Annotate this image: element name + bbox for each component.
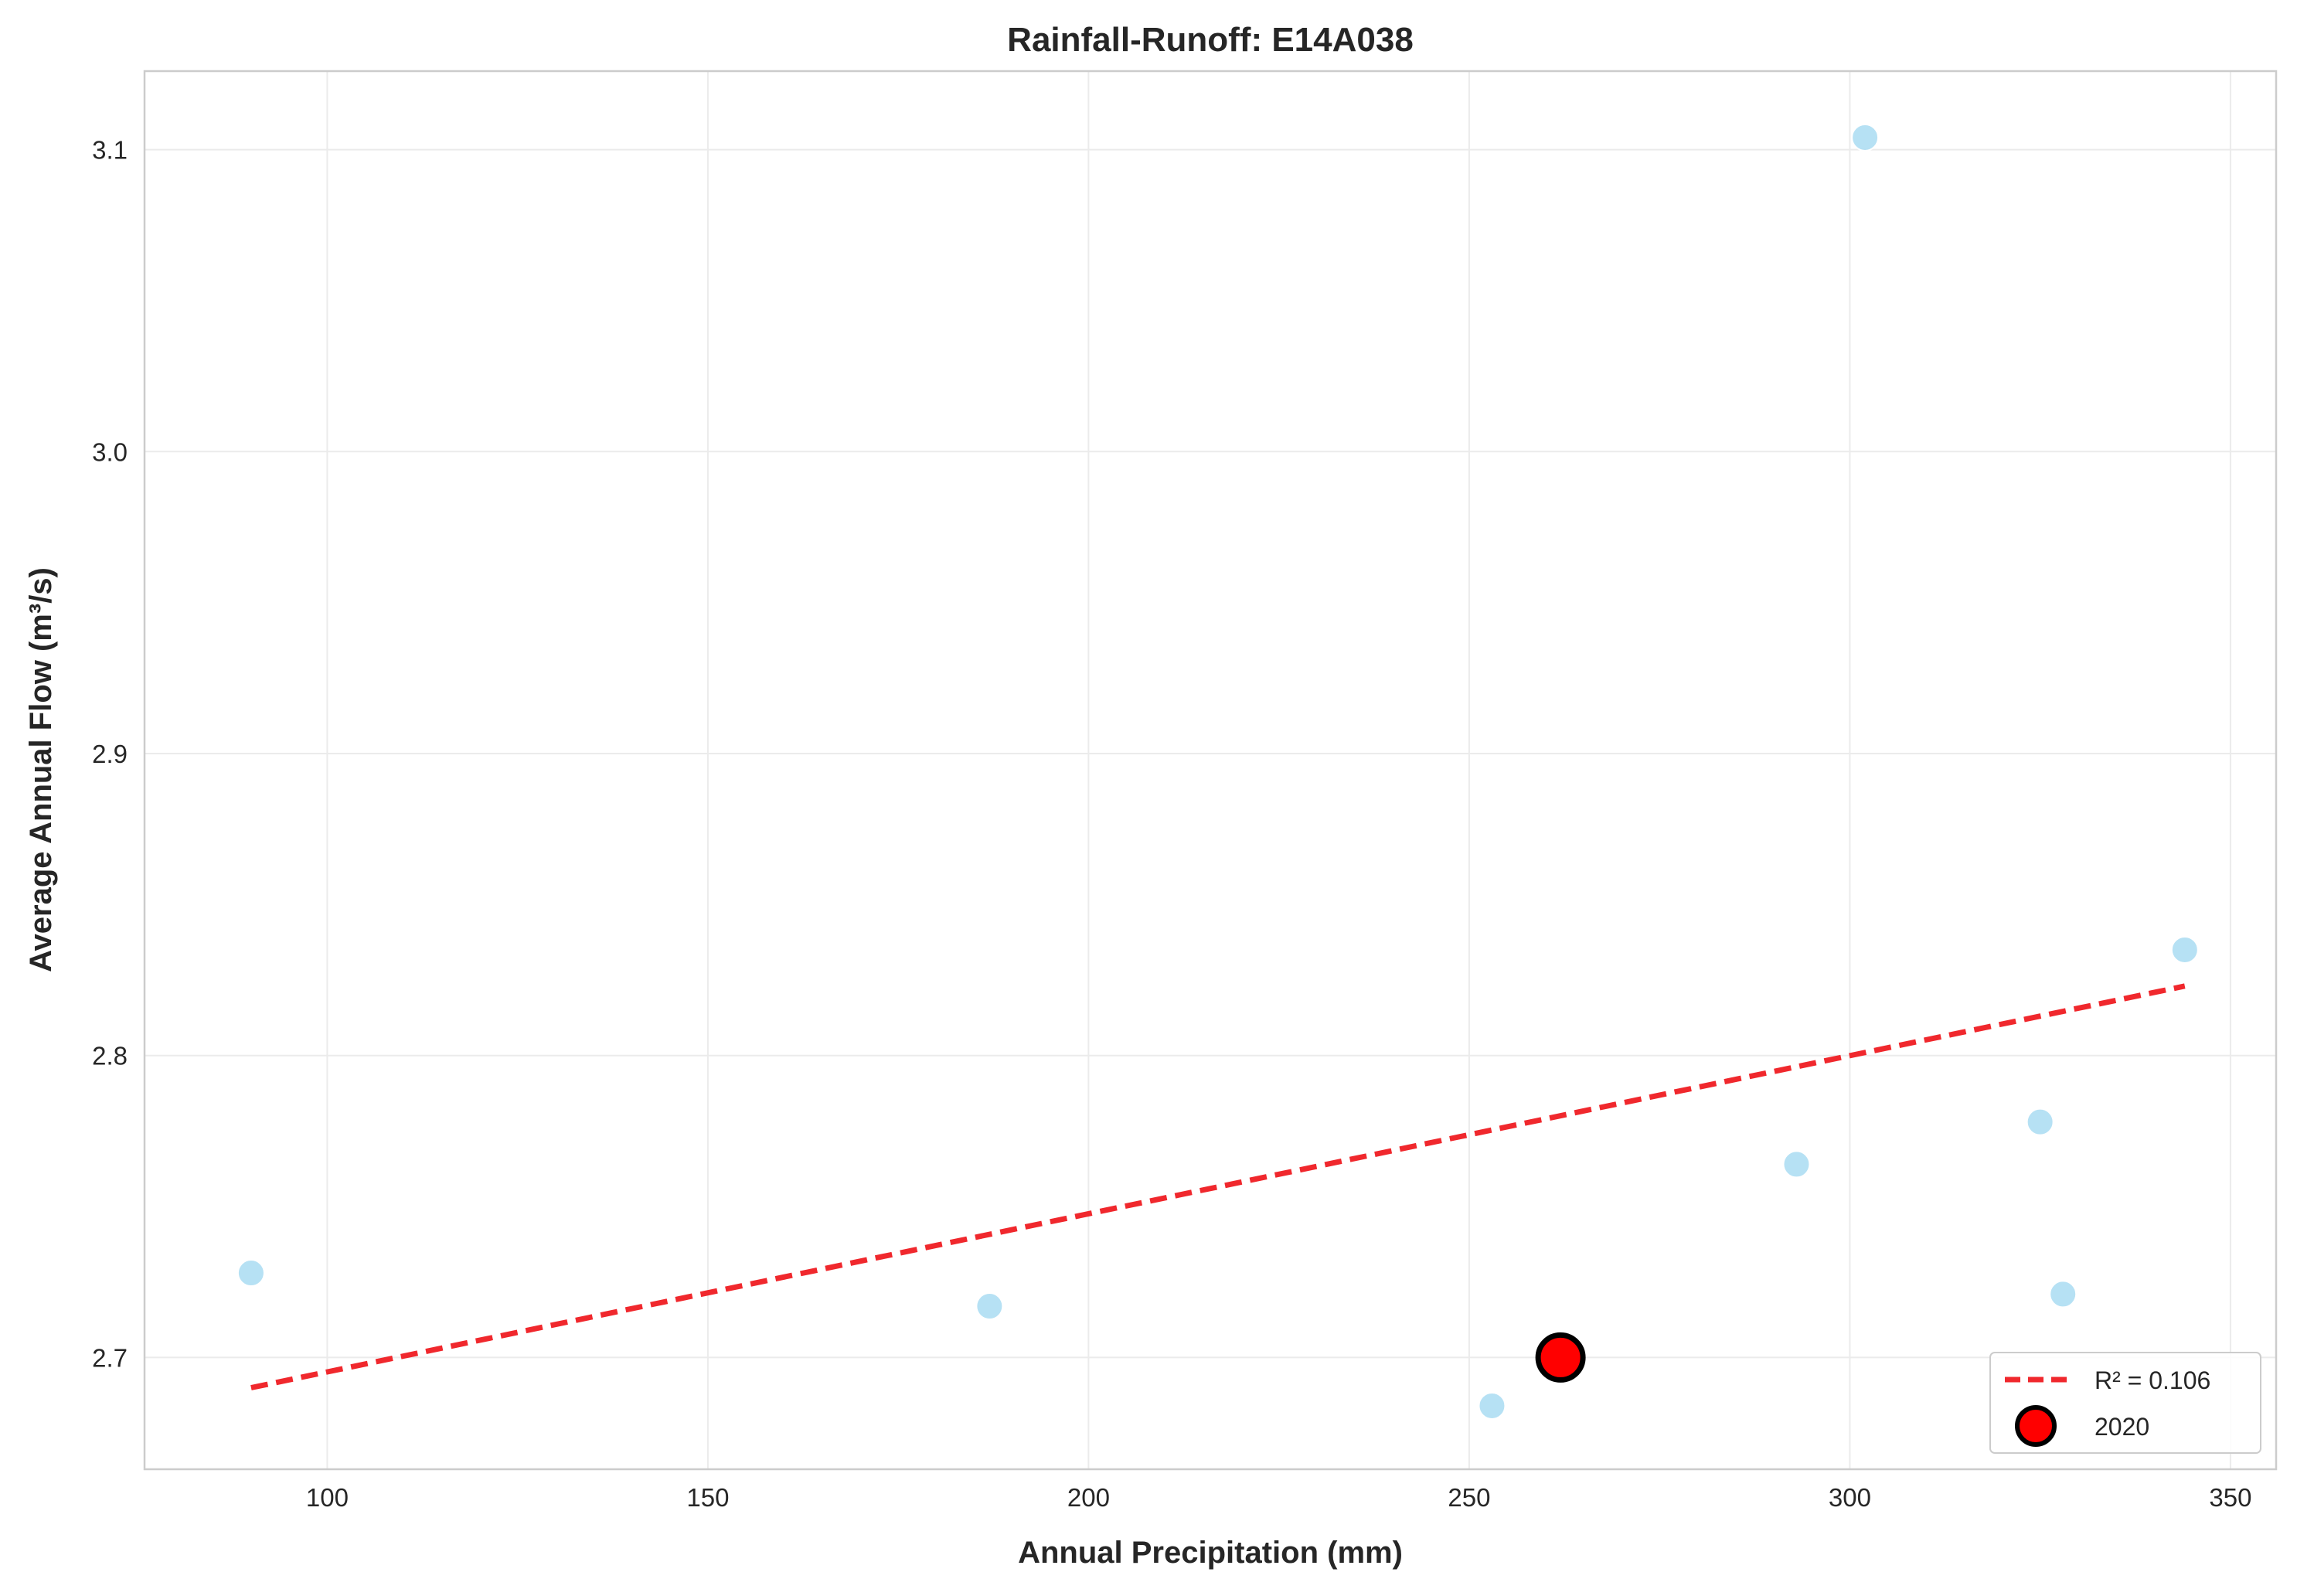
legend-2020-label: 2020 <box>2095 1413 2149 1441</box>
legend-2020-swatch <box>2015 1405 2057 1447</box>
y-axis-label: Average Annual Flow (m³/s) <box>24 567 58 972</box>
x-axis-label: Annual Precipitation (mm) <box>1018 1536 1403 1570</box>
data-point <box>1478 1391 1506 1420</box>
trend-line <box>250 983 2186 1390</box>
chart-title: Rainfall-Runoff: E14A038 <box>1007 21 1414 59</box>
plot-area <box>145 71 2276 1469</box>
y-tick-labels: 2.7 2.8 2.9 3.0 3.1 <box>92 136 128 1373</box>
plot-frame <box>143 70 2278 1471</box>
x-tick-label: 250 <box>1448 1483 1490 1512</box>
x-tick-labels: 100 150 200 250 300 350 <box>306 1483 2252 1512</box>
data-point <box>2026 1108 2054 1136</box>
x-tick-label: 150 <box>686 1483 729 1512</box>
data-point <box>975 1292 1004 1321</box>
grid <box>145 71 2276 1469</box>
data-point <box>237 1259 265 1288</box>
y-tick-label: 2.9 <box>92 740 128 768</box>
data-point <box>2170 935 2199 964</box>
highlight-point-2020 <box>1535 1332 1586 1383</box>
data-point <box>1851 123 1880 151</box>
data-point <box>1782 1150 1811 1179</box>
data-marks <box>237 123 2199 1420</box>
y-tick-label: 3.0 <box>92 437 128 466</box>
x-tick-label: 200 <box>1067 1483 1110 1512</box>
legend-trendline-label: R² = 0.106 <box>2095 1366 2210 1394</box>
x-tick-label: 100 <box>306 1483 349 1512</box>
y-tick-label: 2.7 <box>92 1343 128 1372</box>
data-point <box>2049 1280 2078 1308</box>
y-tick-label: 2.8 <box>92 1042 128 1070</box>
legend: R² = 0.106 2020 <box>1989 1352 2261 1454</box>
y-tick-label: 3.1 <box>92 136 128 165</box>
x-tick-label: 350 <box>2209 1483 2251 1512</box>
x-tick-label: 300 <box>1829 1483 1871 1512</box>
